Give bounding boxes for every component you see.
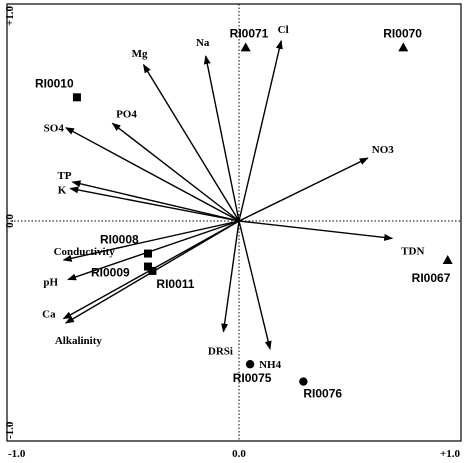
y-tick-label: 0.0: [4, 214, 16, 228]
vector-label-tp: TP: [57, 170, 71, 182]
vector-label-nh4: NH4: [259, 359, 282, 371]
site-label-ri0076: RI0076: [303, 387, 342, 401]
vector-arrow-ph: [67, 220, 240, 281]
vector-arrow-tdn: [238, 220, 394, 241]
vector-arrow-drsi: [221, 220, 240, 333]
vector-label-k: K: [58, 184, 67, 196]
site-marker-ri0010: [72, 93, 81, 102]
vector-arrow-po4: [111, 122, 240, 222]
site-points: RI0071 RI0070 RI0067 RI0010 RI0008 RI0009 RI00…: [35, 26, 453, 401]
vector-arrow-na: [203, 55, 240, 222]
vector-label-no3: NO3: [372, 144, 395, 156]
vector-label-alkalinity: Alkalinity: [55, 335, 103, 347]
site-marker-ri0070: [398, 42, 409, 52]
site-label-ri0070: RI0070: [383, 26, 422, 40]
vector-label-po4: PO4: [116, 108, 137, 120]
site-label-ri0010: RI0010: [35, 76, 74, 90]
vector-arrow-conductivity: [62, 220, 240, 262]
y-tick-label: -1.0: [4, 421, 16, 439]
site-marker-ri0071: [240, 42, 251, 52]
site-marker-ri0067: [442, 255, 453, 265]
vector-arrow-nh4: [238, 220, 272, 351]
site-label-ri0067: RI0067: [412, 271, 451, 285]
site-label-ri0011: RI0011: [156, 277, 194, 291]
vector-label-cl: Cl: [278, 24, 289, 36]
vector-label-na: Na: [196, 37, 210, 49]
vector-label-mg: Mg: [132, 48, 148, 60]
vector-label-so4: SO4: [44, 123, 65, 135]
site-marker-ri0075: [245, 360, 255, 369]
vector-label-conductivity: Conductivity: [54, 246, 116, 258]
x-tick-label: -1.0: [8, 448, 26, 460]
site-label-ri0009: RI0009: [91, 266, 130, 280]
x-tick-label: 0.0: [232, 448, 246, 460]
site-marker-ri0011: [148, 266, 157, 275]
vector-arrow-so4: [64, 127, 240, 222]
vector-arrow-no3: [238, 157, 369, 222]
vector-arrow-cl: [238, 39, 283, 222]
vector-label-tdn: TDN: [401, 245, 424, 257]
vector-label-ca: Ca: [42, 309, 56, 321]
site-label-ri0008: RI0008: [100, 233, 139, 247]
site-marker-ri0008: [143, 249, 152, 258]
site-marker-ri0009: [143, 262, 152, 271]
tick-labels: -1.0 0.0 +1.0 -1.0 0.0 +1.0: [4, 6, 460, 460]
vector-label-drsi: DRSi: [208, 346, 233, 358]
vector-label-ph: pH: [43, 277, 58, 289]
site-marker-ri0076: [299, 377, 308, 386]
x-tick-label: +1.0: [440, 448, 461, 460]
vector-arrow-mg: [142, 63, 240, 222]
site-label-ri0075: RI0075: [233, 371, 272, 385]
y-tick-label: +1.0: [4, 6, 16, 27]
vector-arrow-tp: [71, 180, 240, 222]
site-label-ri0071: RI0071: [230, 26, 269, 40]
vector-arrow-k: [69, 186, 240, 222]
